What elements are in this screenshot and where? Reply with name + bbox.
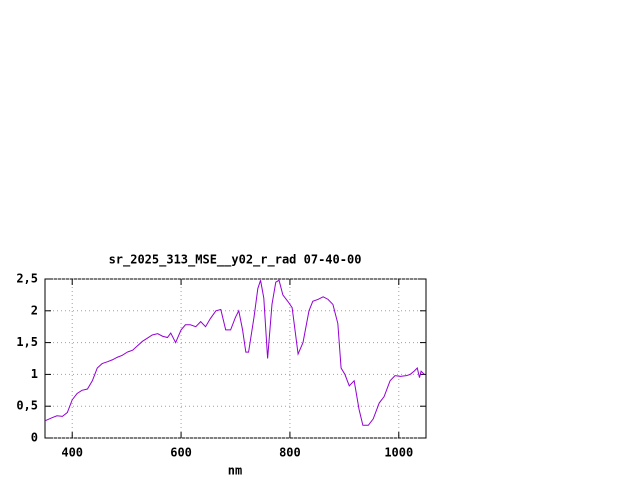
y-tick-label: 2: [31, 303, 38, 317]
y-tick-label: 0,5: [16, 399, 38, 413]
x-tick-label: 400: [61, 446, 83, 460]
y-tick-label: 1: [31, 367, 38, 381]
y-tick-label: 1,5: [16, 335, 38, 349]
x-axis-label: nm: [228, 464, 242, 478]
y-tick-label: 2,5: [16, 272, 38, 286]
x-tick-label: 1000: [384, 446, 413, 460]
y-tick-label: 0: [31, 431, 38, 445]
chart-title: sr_2025_313_MSE__y02_r_rad 07-40-00: [109, 253, 362, 268]
x-tick-label: 600: [170, 446, 192, 460]
data-line: [44, 279, 425, 426]
plot-frame: [44, 278, 427, 439]
x-tick-label: 800: [279, 446, 301, 460]
